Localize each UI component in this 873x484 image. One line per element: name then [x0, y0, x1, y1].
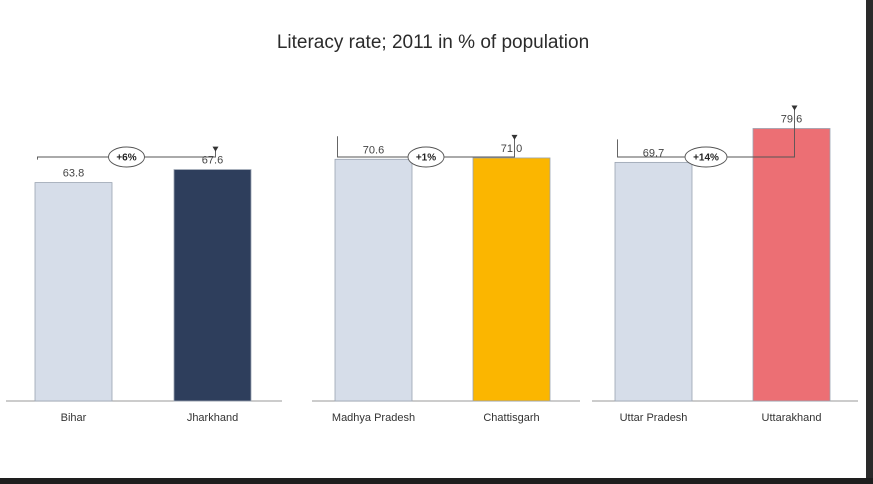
bar-jharkhand — [173, 169, 252, 402]
bar-madhya-pradesh — [334, 158, 413, 402]
data-label-uttar-pradesh: 69.7 — [643, 147, 664, 159]
data-label-madhya-pradesh: 70.6 — [363, 144, 384, 156]
tick-label-bihar: Bihar — [61, 412, 87, 424]
difference-oval-group-1 — [108, 146, 145, 168]
bar-uttar-pradesh — [614, 161, 693, 402]
difference-arrowhead-group-2 — [511, 134, 518, 140]
data-label-chattisgarh: 71.0 — [501, 143, 522, 155]
tick-label-madhya-pradesh: Madhya Pradesh — [332, 412, 415, 424]
data-label-uttarakhand: 79.6 — [781, 113, 802, 125]
chart-title: Literacy rate; 2011 in % of population — [276, 32, 590, 53]
difference-arrowhead-group-1 — [212, 146, 219, 152]
tick-label-uttarakhand: Uttarakhand — [762, 412, 822, 424]
bar-bihar — [34, 182, 113, 402]
window-edge-bottom — [0, 478, 873, 484]
chart-plot: 63.8 Bihar 67.6 Jharkhand +6% 70.6 Madhya Prad… — [6, 105, 858, 424]
bar-chattisgarh — [472, 157, 551, 402]
tick-label-jharkhand: Jharkhand — [187, 412, 238, 424]
bar-uttarakhand — [752, 128, 831, 402]
window-edge-right — [866, 0, 873, 484]
difference-label-group-3: +14% — [693, 153, 719, 164]
difference-label-group-2: +1% — [416, 153, 436, 164]
data-label-jharkhand: 67.6 — [202, 155, 223, 167]
data-label-bihar: 63.8 — [63, 168, 84, 180]
tick-label-uttar-pradesh: Uttar Pradesh — [620, 412, 688, 424]
difference-oval-group-3 — [684, 146, 728, 168]
difference-oval-group-2 — [407, 146, 445, 168]
tick-label-chattisgarh: Chattisgarh — [483, 412, 539, 424]
difference-label-group-1: +6% — [116, 153, 136, 164]
difference-arrowhead-group-3 — [791, 105, 798, 111]
